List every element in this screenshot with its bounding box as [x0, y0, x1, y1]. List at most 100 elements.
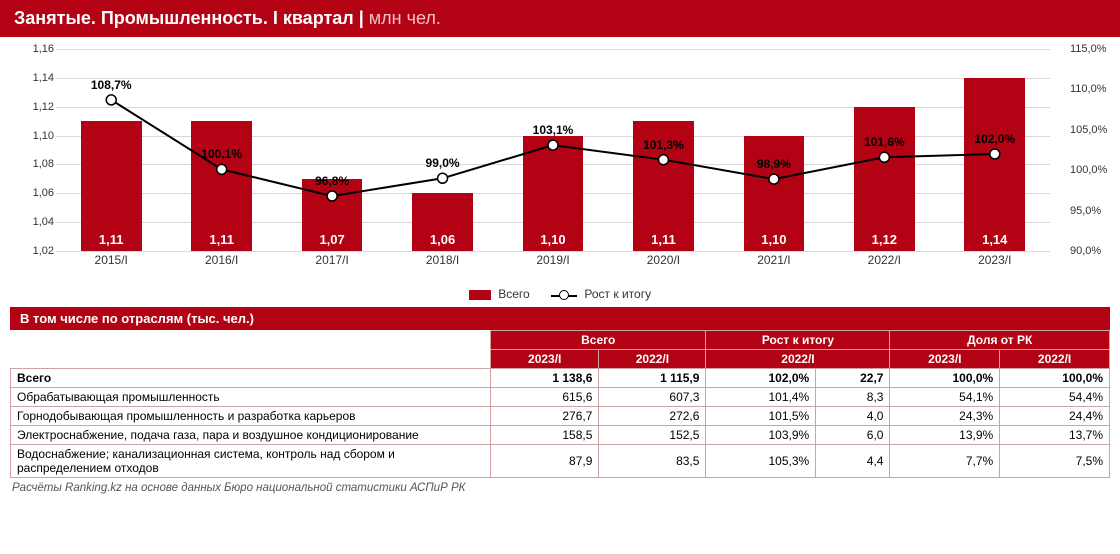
line-value-label: 108,7%	[91, 78, 132, 92]
line-value-label: 99,0%	[426, 156, 460, 170]
cell: 22,7	[816, 369, 890, 388]
cell: 54,1%	[890, 388, 1000, 407]
cell: 1 115,9	[599, 369, 706, 388]
y-right-tick: 105,0%	[1070, 124, 1114, 136]
row-name: Водоснабжение; канализационная система, …	[11, 445, 491, 478]
x-tick-label: 2020/I	[647, 253, 680, 267]
title-sep: |	[354, 8, 369, 28]
x-tick-label: 2018/I	[426, 253, 459, 267]
cell: 276,7	[491, 407, 599, 426]
table-title: В том числе по отраслям (тыс. чел.)	[10, 307, 1110, 330]
cell: 7,5%	[1000, 445, 1110, 478]
cell: 272,6	[599, 407, 706, 426]
table-head-row1: Всего Рост к итогу Доля от РК	[11, 331, 1110, 350]
y-right-axis: 90,0%95,0%100,0%105,0%110,0%115,0%	[1066, 49, 1110, 251]
y-left-tick: 1,08	[10, 158, 54, 170]
table-row: Водоснабжение; канализационная система, …	[11, 445, 1110, 478]
cell: 152,5	[599, 426, 706, 445]
y-left-axis: 1,021,041,061,081,101,121,141,16	[10, 49, 54, 251]
x-axis-labels: 2015/I 2016/I 2017/I 2018/I 2019/I 2020/I 2021…	[56, 253, 1050, 273]
sub-header: 2022/I	[1000, 350, 1110, 369]
chart: 1,02 1,04 1,06 1,08 1,10 1,12 1,14 1,16 90,0%95…	[10, 45, 1110, 285]
group-header: Всего	[491, 331, 706, 350]
sub-header: 2022/I	[706, 350, 890, 369]
line-value-label: 103,1%	[533, 123, 574, 137]
plot-area: 1,111,111,071,061,101,111,101,121,14 108…	[56, 49, 1050, 251]
data-table: Всего Рост к итогу Доля от РК 2023/I 202…	[10, 330, 1110, 478]
cell: 1 138,6	[491, 369, 599, 388]
y-left-tick: 1,16	[10, 43, 54, 55]
line-value-label: 101,3%	[643, 138, 684, 152]
cell: 615,6	[491, 388, 599, 407]
row-name: Электроснабжение, подача газа, пара и во…	[11, 426, 491, 445]
cell: 101,4%	[706, 388, 816, 407]
x-tick-label: 2017/I	[315, 253, 348, 267]
cell: 100,0%	[890, 369, 1000, 388]
x-tick-label: 2016/I	[205, 253, 238, 267]
cell: 13,7%	[1000, 426, 1110, 445]
y-left-tick: 1,06	[10, 187, 54, 199]
cell: 24,3%	[890, 407, 1000, 426]
legend-line-label: Рост к итогу	[584, 287, 651, 301]
line-value-label: 101,6%	[864, 135, 905, 149]
legend-bar-label: Всего	[498, 287, 529, 301]
cell: 13,9%	[890, 426, 1000, 445]
y-right-tick: 95,0%	[1070, 205, 1114, 217]
cell: 100,0%	[1000, 369, 1110, 388]
y-left-tick: 1,10	[10, 130, 54, 142]
group-header: Рост к итогу	[706, 331, 890, 350]
cell: 7,7%	[890, 445, 1000, 478]
x-tick-label: 2022/I	[868, 253, 901, 267]
cell: 4,0	[816, 407, 890, 426]
table-row: Всего1 138,61 115,9102,0%22,7100,0%100,0…	[11, 369, 1110, 388]
header-bar: Занятые. Промышленность. I квартал | млн…	[0, 0, 1120, 37]
cell: 24,4%	[1000, 407, 1110, 426]
cell: 6,0	[816, 426, 890, 445]
footnote: Расчёты Ranking.kz на основе данных Бюро…	[0, 478, 1120, 498]
table-row: Обрабатывающая промышленность615,6607,31…	[11, 388, 1110, 407]
cell: 8,3	[816, 388, 890, 407]
table-body: Всего1 138,61 115,9102,0%22,7100,0%100,0…	[11, 369, 1110, 478]
y-right-tick: 115,0%	[1070, 43, 1114, 55]
x-tick-label: 2015/I	[95, 253, 128, 267]
line-value-label: 98,9%	[757, 157, 791, 171]
x-tick-label: 2019/I	[536, 253, 569, 267]
sub-header: 2023/I	[890, 350, 1000, 369]
cell: 101,5%	[706, 407, 816, 426]
cell: 4,4	[816, 445, 890, 478]
cell: 105,3%	[706, 445, 816, 478]
legend-line-swatch	[551, 289, 577, 301]
y-left-tick: 1,04	[10, 216, 54, 228]
y-left-tick: 1,12	[10, 101, 54, 113]
row-name: Всего	[11, 369, 491, 388]
cell: 102,0%	[706, 369, 816, 388]
row-name: Обрабатывающая промышленность	[11, 388, 491, 407]
line-value-label: 102,0%	[974, 132, 1015, 146]
legend-bar-swatch	[469, 290, 491, 300]
table-head: Всего Рост к итогу Доля от РК 2023/I 202…	[11, 331, 1110, 369]
cell: 87,9	[491, 445, 599, 478]
cell: 103,9%	[706, 426, 816, 445]
table-row: Электроснабжение, подача газа, пара и во…	[11, 426, 1110, 445]
y-left-tick: 1,02	[10, 245, 54, 257]
cell: 158,5	[491, 426, 599, 445]
title-sub: млн чел.	[369, 8, 441, 28]
y-left-tick: 1,14	[10, 72, 54, 84]
sub-header: 2023/I	[491, 350, 599, 369]
chart-legend: Всего Рост к итогу	[0, 287, 1120, 301]
cell: 54,4%	[1000, 388, 1110, 407]
line-value-label: 100,1%	[201, 147, 242, 161]
y-right-tick: 110,0%	[1070, 83, 1114, 95]
line-value-label: 96,8%	[315, 174, 349, 188]
y-right-tick: 90,0%	[1070, 245, 1114, 257]
sub-header: 2022/I	[599, 350, 706, 369]
x-tick-label: 2021/I	[757, 253, 790, 267]
table-row: Горнодобывающая промышленность и разрабо…	[11, 407, 1110, 426]
cell: 83,5	[599, 445, 706, 478]
title-main: Занятые. Промышленность. I квартал	[14, 8, 354, 28]
y-right-tick: 100,0%	[1070, 164, 1114, 176]
x-tick-label: 2023/I	[978, 253, 1011, 267]
row-name: Горнодобывающая промышленность и разрабо…	[11, 407, 491, 426]
cell: 607,3	[599, 388, 706, 407]
group-header: Доля от РК	[890, 331, 1110, 350]
